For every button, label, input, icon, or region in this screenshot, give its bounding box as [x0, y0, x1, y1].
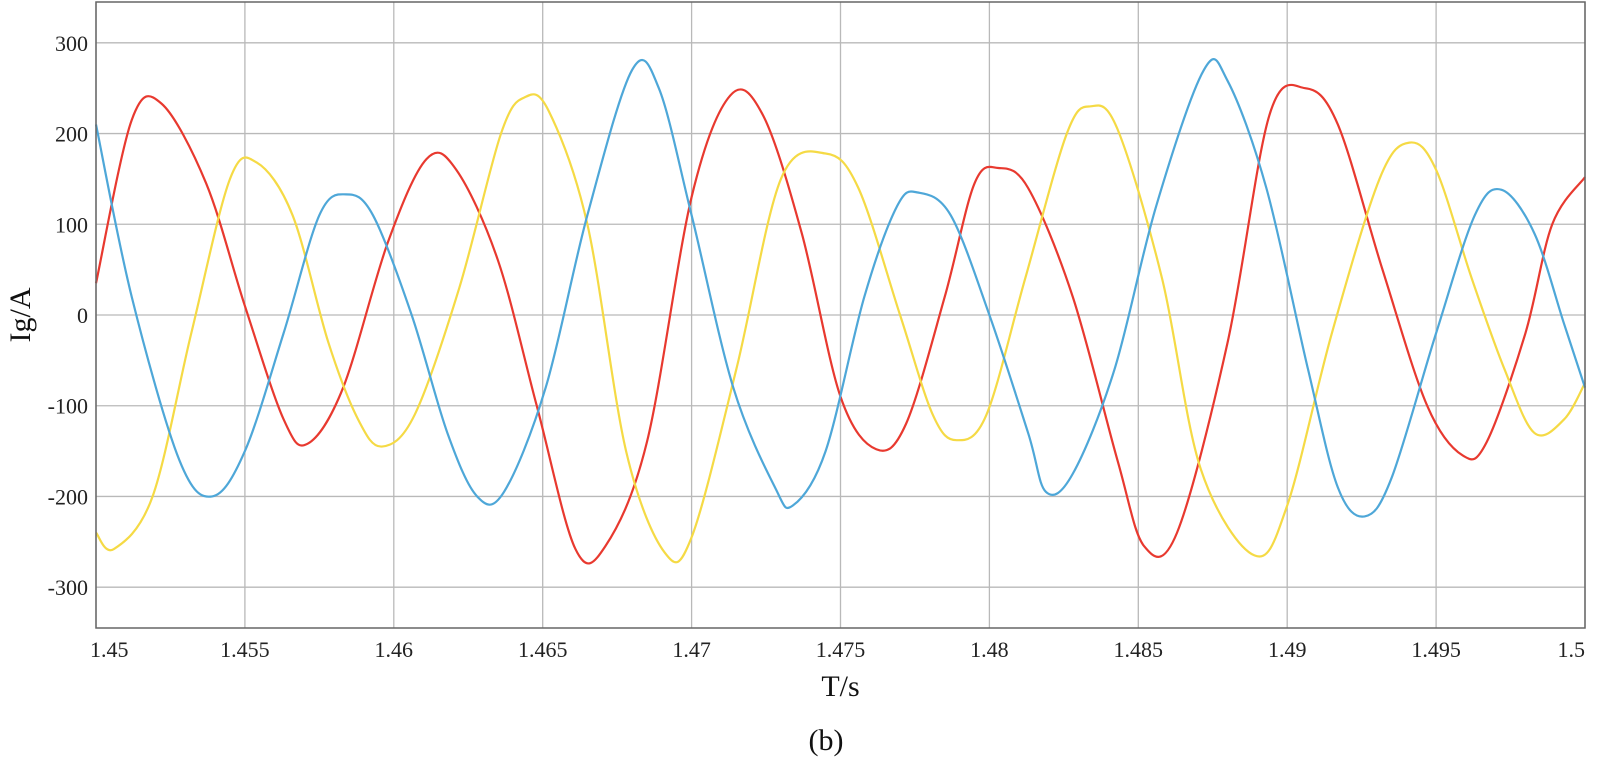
- x-tick-label: 1.465: [518, 637, 568, 662]
- x-tick-label: 1.485: [1114, 637, 1164, 662]
- y-tick-label: 100: [55, 212, 88, 237]
- y-tick-label: 300: [55, 31, 88, 56]
- x-tick-label: 1.495: [1411, 637, 1461, 662]
- series-line-1: [94, 83, 1586, 565]
- x-tick-label: 1.5: [1558, 637, 1586, 662]
- x-tick-label: 1.45: [90, 637, 129, 662]
- y-axis-label: Ig/A: [4, 287, 37, 342]
- x-tick-label: 1.47: [672, 637, 711, 662]
- y-tick-label: 200: [55, 122, 88, 147]
- y-tick-label: 0: [77, 303, 88, 328]
- x-tick-label: 1.475: [816, 637, 866, 662]
- x-tick-label: 1.46: [375, 637, 414, 662]
- figure-caption: (b): [809, 724, 844, 757]
- y-tick-label: -200: [48, 484, 88, 509]
- grid: [95, 2, 1586, 628]
- plot-frame: [95, 1, 1586, 629]
- x-axis-label: T/s: [821, 670, 859, 703]
- series-line-2: [95, 93, 1586, 564]
- series-line-3: [94, 58, 1587, 518]
- x-tick-label: 1.455: [220, 637, 270, 662]
- y-tick-label: -300: [48, 575, 88, 600]
- y-tick-labels: 300 200 100 0 -100 -200 -300: [48, 31, 88, 600]
- x-tick-labels: 1.45 1.455 1.46 1.465 1.47 1.475 1.48 1.485 1.49…: [90, 637, 1585, 662]
- y-tick-label: -100: [48, 394, 88, 419]
- x-tick-label: 1.48: [970, 637, 1009, 662]
- series-group: [94, 58, 1587, 565]
- x-tick-label: 1.49: [1268, 637, 1307, 662]
